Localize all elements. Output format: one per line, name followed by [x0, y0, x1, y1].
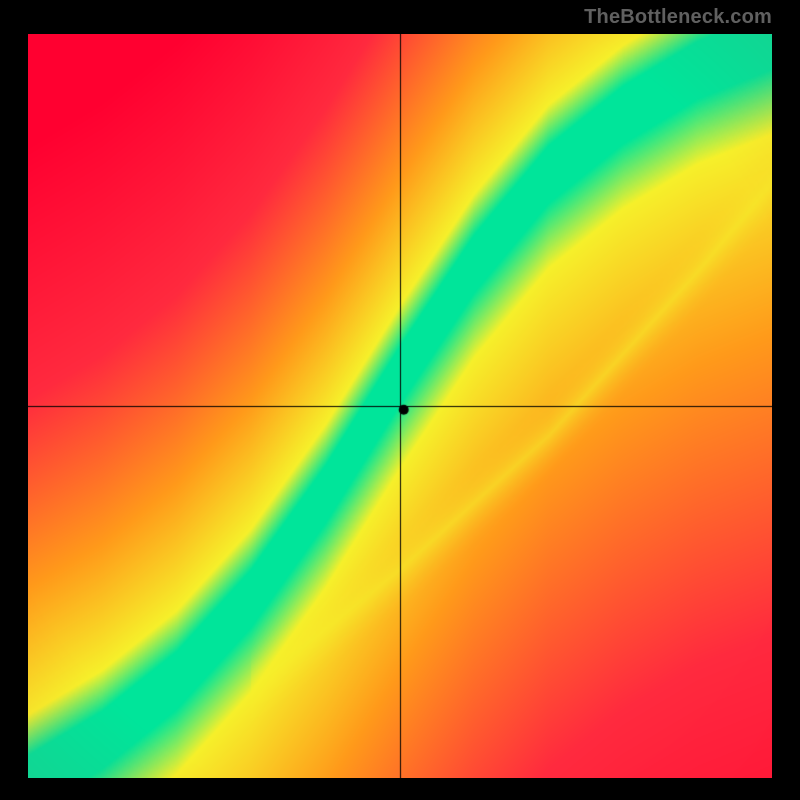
attribution-text: TheBottleneck.com: [584, 6, 772, 29]
bottleneck-heatmap: [28, 34, 772, 778]
figure-root: TheBottleneck.com: [0, 0, 800, 800]
plot-area: [28, 34, 772, 778]
